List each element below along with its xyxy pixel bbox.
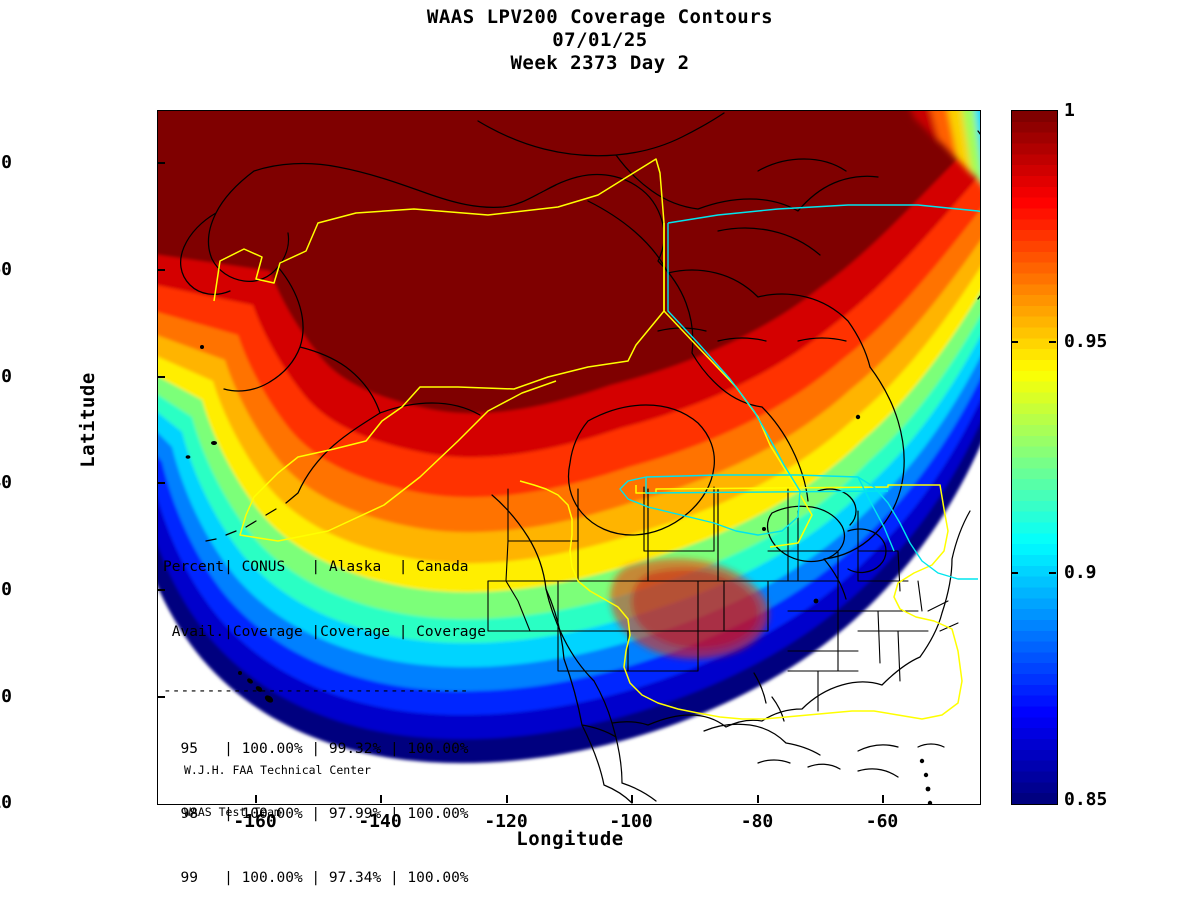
xtick-label-100: -100 — [609, 811, 653, 832]
xtick-label-160: -160 — [233, 811, 277, 832]
y-axis-label: Latitude — [77, 372, 99, 468]
xtick-label-80: -80 — [740, 811, 774, 832]
ytick-label-60: 60 — [0, 259, 12, 280]
x-axis-label: Longitude — [516, 828, 624, 850]
stats-separator: ----------------------------------- — [163, 683, 469, 699]
ytick-label-40: 40 — [0, 472, 12, 493]
colorbar — [1011, 110, 1058, 805]
gulf-caribbean-dip — [610, 558, 769, 660]
table-row: 98 | 100.00% | 97.99% | 100.00% — [163, 805, 469, 822]
xtick-mark-60 — [882, 795, 884, 803]
credit-line-2: WAAS Test Team — [184, 805, 281, 819]
colorbar-tick-0p85: 0.85 — [1064, 789, 1108, 810]
title-line-3: Week 2373 Day 2 — [510, 52, 690, 74]
ytick-label-70: 70 — [0, 152, 12, 173]
ytick-mark-20 — [157, 696, 165, 698]
ytick-label-30: 30 — [0, 579, 12, 600]
xtick-mark-160 — [255, 795, 257, 803]
service-volume-yellow — [213, 158, 963, 720]
ytick-mark-70 — [157, 162, 165, 164]
ytick-mark-40 — [157, 482, 165, 484]
title-line-1: WAAS LPV200 Coverage Contours — [426, 6, 774, 28]
xtick-mark-100 — [631, 795, 633, 803]
table-row: 99 | 100.00% | 97.34% | 100.00% — [163, 870, 469, 886]
ytick-label-50: 50 — [0, 366, 12, 387]
xtick-mark-80 — [757, 795, 759, 803]
xtick-label-140: -140 — [358, 811, 402, 832]
ytick-label-20: 20 — [0, 686, 12, 707]
map-plot-area — [157, 110, 981, 805]
xtick-label-60: -60 — [865, 811, 899, 832]
coastlines-layer — [180, 112, 980, 804]
service-volume-cyan — [619, 204, 980, 580]
colorbar-tick-mark-0p95-left — [1011, 341, 1018, 343]
xtick-mark-120 — [506, 795, 508, 803]
colorbar-tick-0p9: 0.9 — [1064, 562, 1097, 583]
xtick-mark-140 — [380, 795, 382, 803]
title-line-2: 07/01/25 — [552, 29, 648, 51]
contour-band-1p00 — [158, 111, 980, 414]
xtick-label-120: -120 — [484, 811, 528, 832]
colorbar-tick-1: 1 — [1064, 100, 1075, 121]
contour-field — [158, 111, 980, 804]
colorbar-tick-mark-0p9-left — [1011, 572, 1018, 574]
colorbar-tick-0p95: 0.95 — [1064, 331, 1108, 352]
northeast-fade — [901, 111, 980, 183]
stats-header-row-1: Percent| CONUS | Alaska | Canada — [163, 559, 469, 575]
colorbar-gradient — [1012, 111, 1057, 804]
ytick-label-10: 10 — [0, 792, 12, 813]
ytick-mark-60 — [157, 269, 165, 271]
ytick-mark-30 — [157, 589, 165, 591]
coverage-statistics-table: Percent| CONUS | Alaska | Canada Avail.|… — [163, 514, 486, 900]
credit-line-1: W.J.H. FAA Technical Center — [184, 763, 371, 777]
colorbar-tick-mark-0p95-right — [1049, 341, 1056, 343]
credit-text: W.J.H. FAA Technical Center WAAS Test Te… — [184, 735, 371, 847]
table-row: 95 | 100.00% | 99.32% | 100.00% — [163, 741, 469, 757]
stats-header-row-2: Avail.|Coverage |Coverage | Coverage — [163, 623, 487, 640]
figure-title: WAAS LPV200 Coverage Contours 07/01/25 W… — [0, 6, 1200, 75]
coverage-contour-map — [158, 111, 980, 804]
colorbar-tick-mark-0p9-right — [1049, 572, 1056, 574]
ytick-mark-50 — [157, 376, 165, 378]
